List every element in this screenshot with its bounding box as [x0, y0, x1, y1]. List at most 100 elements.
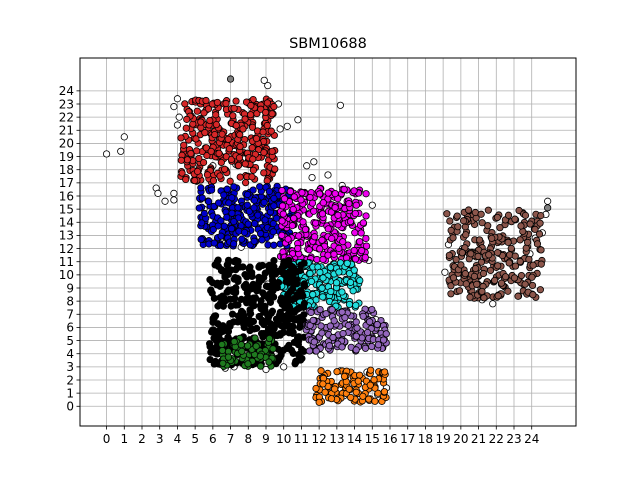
scatter-point [379, 336, 388, 344]
scatter-point [325, 342, 334, 350]
scatter-point [368, 342, 376, 351]
scatter-point [493, 249, 502, 257]
y-tick-label: 23 [59, 97, 74, 111]
scatter-point [238, 347, 246, 355]
scatter-point [226, 75, 235, 83]
scatter-point [272, 320, 281, 328]
scatter-point [235, 154, 244, 162]
scatter-point [274, 279, 282, 287]
scatter-point [197, 184, 205, 192]
x-tick-label: 12 [312, 432, 327, 446]
scatter-point [327, 287, 335, 296]
x-tick-label: 14 [347, 432, 362, 446]
scatter-point [230, 318, 238, 326]
scatter-point [484, 222, 492, 230]
x-tick-label: 7 [227, 432, 235, 446]
scatter-point [251, 219, 259, 228]
scatter-point [350, 187, 358, 195]
scatter-point [240, 228, 249, 237]
y-tick-label: 3 [66, 360, 74, 374]
scatter-point [329, 333, 337, 342]
scatter-point [335, 244, 343, 252]
y-tick-label: 13 [59, 229, 74, 243]
scatter-point [294, 116, 302, 124]
y-tick-label: 16 [59, 189, 74, 203]
scatter-point [525, 255, 533, 263]
scatter-point [178, 169, 186, 177]
scatter-point [201, 129, 209, 137]
scatter-point [446, 217, 454, 225]
scatter-point [248, 173, 256, 181]
scatter-point [510, 274, 519, 282]
scatter-point [351, 209, 359, 218]
scatter-point [223, 213, 231, 221]
scatter-point [208, 186, 216, 194]
scatter-point [305, 347, 314, 355]
scatter-point [334, 221, 342, 229]
scatter-point [263, 121, 271, 130]
scatter-point [236, 131, 244, 139]
scatter-point [308, 199, 317, 207]
scatter-point [517, 222, 525, 230]
scatter-point [269, 228, 277, 236]
scatter-point [324, 225, 332, 233]
scatter-point [244, 342, 252, 350]
scatter-point [537, 246, 545, 254]
scatter-point [349, 287, 357, 295]
scatter-point [258, 236, 266, 244]
scatter-point [316, 305, 324, 314]
scatter-point [268, 110, 276, 118]
scatter-point [265, 187, 273, 196]
scatter-point [278, 202, 287, 210]
scatter-point [243, 273, 251, 281]
scatter-point [248, 123, 257, 131]
scatter-point [464, 206, 473, 214]
x-tick-label: 11 [294, 432, 309, 446]
scatter-point [278, 231, 286, 239]
scatter-point [222, 99, 230, 108]
scatter-point [455, 287, 464, 295]
x-tick-label: 21 [471, 432, 486, 446]
scatter-point [234, 204, 242, 212]
scatter-point [315, 398, 323, 406]
y-tick-label: 15 [59, 202, 74, 216]
scatter-point [220, 165, 229, 173]
scatter-point [280, 258, 288, 266]
scatter-point [511, 262, 520, 270]
scatter-point [228, 209, 236, 217]
scatter-point [452, 255, 460, 264]
scatter-point [278, 217, 286, 225]
scatter-point [358, 247, 366, 255]
scatter-point [352, 301, 360, 309]
scatter-point [236, 142, 244, 151]
scatter-point [477, 210, 485, 218]
y-tick-label: 22 [59, 110, 74, 124]
scatter-point [218, 266, 226, 274]
scatter-point [270, 241, 278, 249]
scatter-point [278, 186, 286, 195]
scatter-point [213, 345, 221, 353]
scatter-point [195, 204, 203, 212]
scatter-point [489, 300, 497, 308]
scatter-point [241, 160, 249, 168]
scatter-point [259, 128, 267, 136]
scatter-point [206, 116, 214, 125]
scatter-point [270, 257, 278, 265]
scatter-point [264, 241, 272, 249]
scatter-point [313, 255, 321, 264]
scatter-point [197, 118, 205, 126]
scatter-point [289, 205, 297, 214]
scatter-point [221, 272, 229, 280]
scatter-point [260, 169, 268, 177]
scatter-point [180, 141, 188, 149]
scatter-point [352, 201, 360, 209]
scatter-point [441, 268, 449, 276]
scatter-point [230, 258, 238, 266]
scatter-point [351, 255, 360, 263]
scatter-point [217, 232, 225, 240]
scatter-point [283, 122, 291, 130]
scatter-point [286, 187, 294, 196]
scatter-point [285, 329, 293, 337]
scatter-point [511, 252, 519, 260]
